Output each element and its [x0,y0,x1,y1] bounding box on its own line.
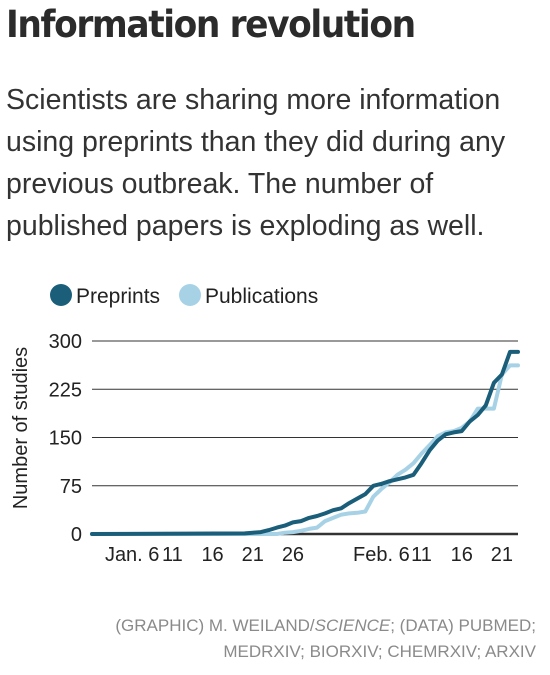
x-tick-label-3: 21 [242,544,264,566]
series-line-publications [90,363,520,536]
y-axis-label: Number of studies [10,347,32,509]
x-axis-ticks: Jan. 6 11 16 21 26 Feb. 6 11 16 21 [105,544,513,566]
gridlines [92,340,518,536]
y-tick-label-0: 0 [71,524,82,546]
legend-label-preprints: Preprints [76,285,160,308]
x-tick-label-1: 11 [162,544,183,566]
x-tick-label-0: Jan. 6 [105,544,159,566]
chart-subtitle: Scientists are sharing more information … [6,84,506,242]
x-tick-label-4: 26 [282,544,304,566]
legend-label-publications: Publications [205,285,318,308]
y-tick-label-300: 300 [49,331,82,353]
source-credit: (GRAPHIC) M. WEILAND/SCIENCE; (DATA) PUB… [115,613,536,665]
credit-data: ; (DATA) PUBMED; [390,616,536,635]
y-tick-label-150: 150 [49,428,82,450]
y-tick-label-225: 225 [49,379,82,401]
legend-swatch-publications [179,284,201,306]
x-tick-label-7: 16 [451,544,473,566]
legend: Preprints Publications [50,284,318,308]
y-axis-ticks: 0 75 150 225 300 [49,331,82,546]
line-chart: Preprints Publications Number of studies… [10,284,520,566]
x-tick-label-6: 11 [411,544,432,566]
legend-swatch-preprints [50,284,72,306]
y-tick-label-75: 75 [60,476,82,498]
credit-sources: MEDRXIV; BIORXIV; CHEMRXIV; ARXIV [223,642,536,661]
chart-title: Information revolution [6,3,416,46]
series-lines [90,349,520,536]
credit-graphic: (GRAPHIC) M. WEILAND/ [115,616,315,635]
credit-org: SCIENCE [314,616,391,635]
series-line-preprints [90,349,520,536]
x-tick-label-2: 16 [201,544,223,566]
x-tick-label-8: 21 [491,544,513,566]
x-tick-label-5: Feb. 6 [353,544,410,566]
